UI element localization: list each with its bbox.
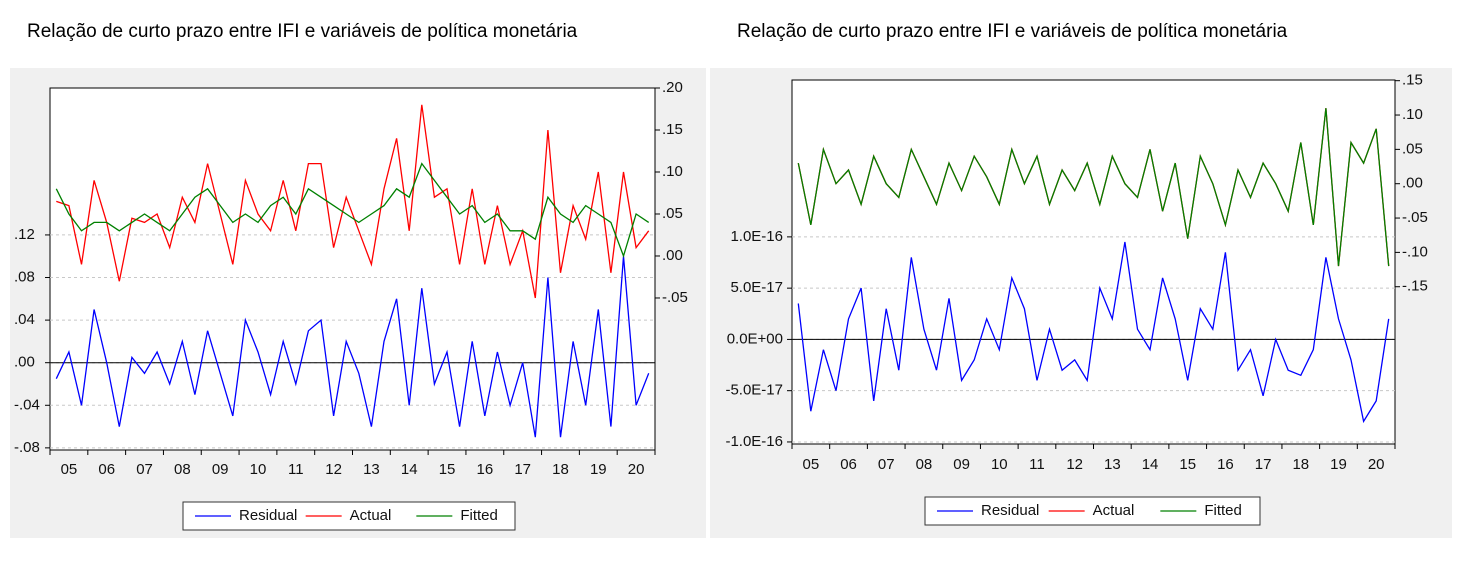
y2-tick-label: .10: [1402, 106, 1423, 123]
x-tick-label: 16: [477, 461, 494, 478]
x-tick-label: 07: [136, 461, 153, 478]
x-tick-label: 12: [325, 461, 342, 478]
x-tick-label: 15: [439, 461, 456, 478]
series-line: [56, 104, 650, 299]
x-tick-label: 15: [1179, 456, 1196, 473]
y-tick-label: .04: [14, 311, 35, 328]
series-line: [55, 256, 650, 438]
x-tick-label: 10: [991, 456, 1008, 473]
y-tick-label: -1.0E-16: [725, 433, 783, 450]
y-tick-label: .00: [14, 354, 35, 371]
legend-label: Residual: [239, 507, 297, 524]
y-tick-label: 0.0E+00: [727, 330, 783, 347]
y2-tick-label: .00: [662, 247, 683, 264]
plot-area: [791, 79, 1396, 445]
legend-label: Actual: [350, 507, 392, 524]
x-tick-label: 07: [878, 456, 895, 473]
y-tick-label: 5.0E-17: [730, 279, 783, 296]
y2-tick-label: -.15: [1402, 278, 1428, 295]
y-tick-label: -5.0E-17: [725, 382, 783, 399]
legend-label: Fitted: [1204, 502, 1242, 519]
y2-tick-label: .15: [662, 121, 683, 138]
x-tick-label: 14: [401, 461, 418, 478]
x-tick-label: 13: [363, 461, 380, 478]
x-tick-label: 16: [1217, 456, 1234, 473]
x-tick-label: 20: [628, 461, 645, 478]
x-tick-label: 06: [98, 461, 115, 478]
x-tick-label: 19: [1330, 456, 1347, 473]
x-tick-label: 08: [916, 456, 933, 473]
legend-label: Fitted: [460, 507, 498, 524]
y-tick-label: .08: [14, 268, 35, 285]
series-line: [55, 162, 650, 259]
y2-tick-label: -.05: [1402, 209, 1428, 226]
x-tick-label: 05: [803, 456, 820, 473]
x-tick-label: 19: [590, 461, 607, 478]
x-tick-label: 11: [1029, 456, 1045, 473]
x-tick-label: 20: [1368, 456, 1385, 473]
y2-tick-label: .05: [662, 205, 683, 222]
y2-tick-label: .10: [662, 163, 683, 180]
y2-tick-label: .15: [1402, 72, 1423, 89]
x-tick-label: 08: [174, 461, 191, 478]
y-tick-label: -.08: [14, 439, 40, 456]
y2-tick-label: -.05: [662, 289, 688, 306]
y-tick-label: .12: [14, 226, 35, 243]
x-tick-label: 18: [552, 461, 569, 478]
legend-label: Actual: [1093, 502, 1135, 519]
x-tick-label: 11: [288, 461, 304, 478]
x-tick-label: 12: [1066, 456, 1083, 473]
legend-box: [182, 501, 516, 531]
chart-title: Relação de curto prazo entre IFI e variá…: [737, 21, 1288, 42]
x-tick-label: 09: [953, 456, 970, 473]
x-tick-label: 13: [1104, 456, 1121, 473]
y2-tick-label: .00: [1402, 175, 1423, 192]
legend-box: [924, 496, 1261, 526]
y2-tick-label: .20: [662, 79, 683, 96]
x-tick-label: 17: [1255, 456, 1272, 473]
chart-title: Relação de curto prazo entre IFI e variá…: [27, 21, 578, 42]
y-tick-label: 1.0E-16: [730, 228, 783, 245]
x-tick-label: 18: [1292, 456, 1309, 473]
x-tick-label: 14: [1142, 456, 1159, 473]
plot-area: [49, 87, 656, 451]
series-line: [797, 108, 1390, 267]
x-tick-label: 10: [250, 461, 267, 478]
x-tick-label: 05: [61, 461, 78, 478]
y2-tick-label: -.10: [1402, 243, 1428, 260]
y2-tick-label: .05: [1402, 140, 1423, 157]
legend-label: Residual: [981, 502, 1039, 519]
x-tick-label: 06: [840, 456, 857, 473]
x-tick-label: 09: [212, 461, 229, 478]
x-tick-label: 17: [514, 461, 531, 478]
series-line: [797, 241, 1390, 424]
y-tick-label: -.04: [14, 396, 40, 413]
